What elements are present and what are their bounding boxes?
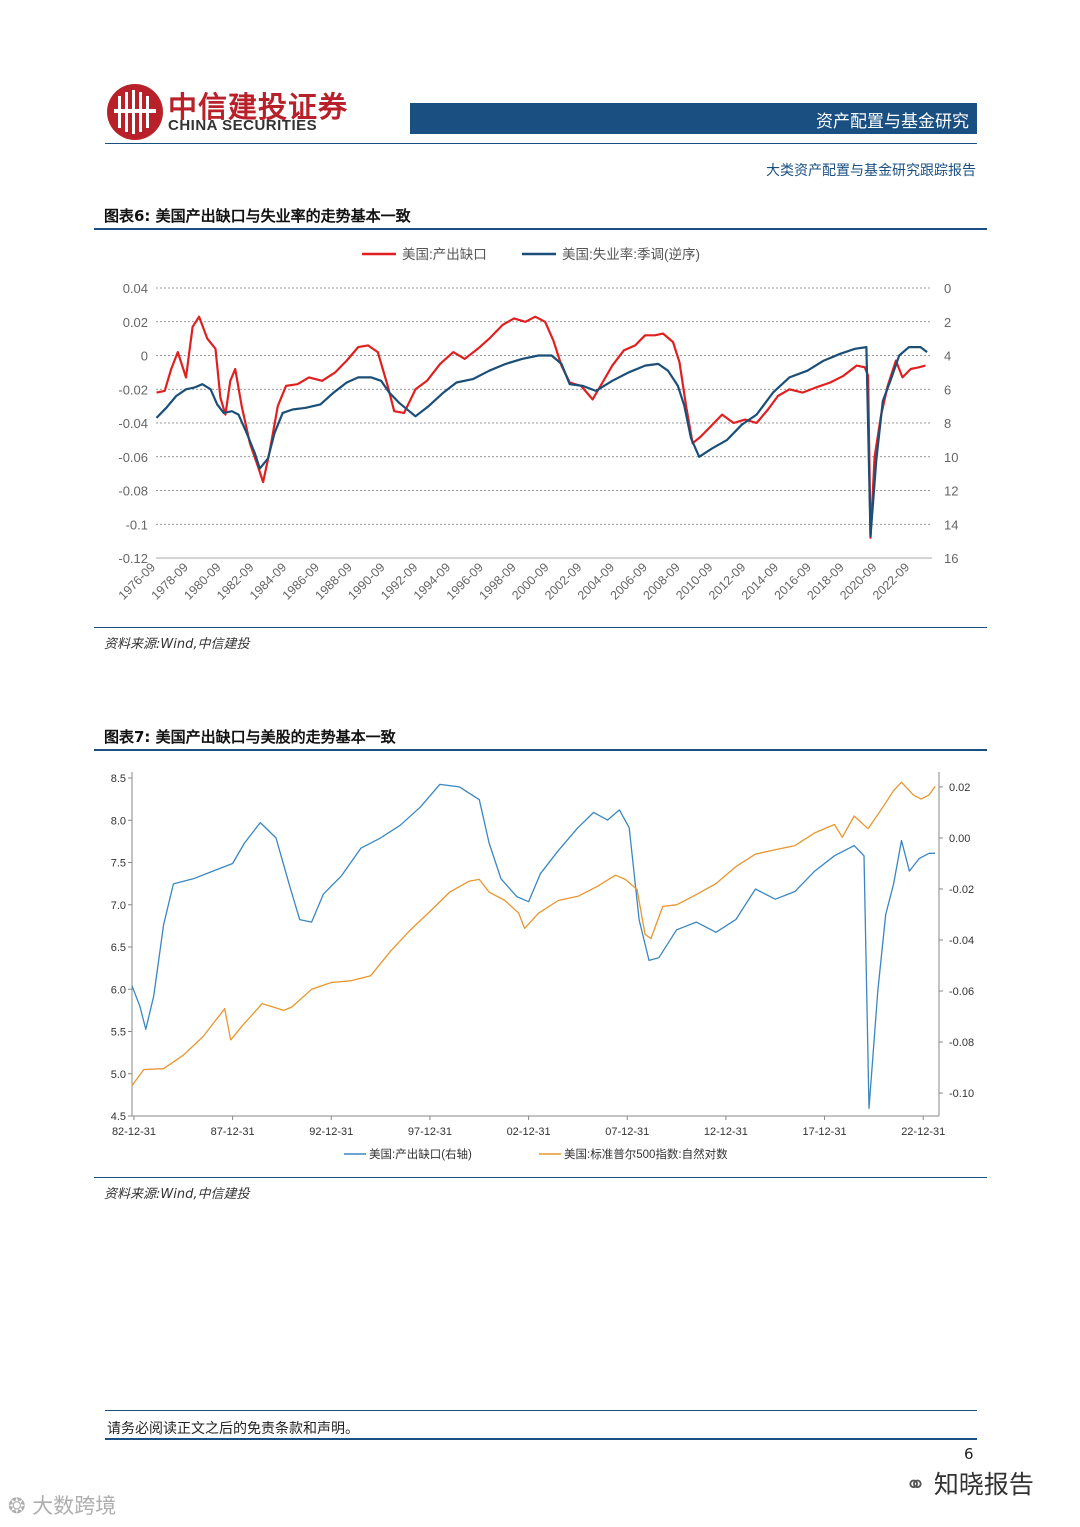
right-axis-tick-label: -0.06: [949, 986, 974, 998]
right-axis-tick-label: 12: [944, 484, 958, 499]
footer-bottom-rule: [105, 1438, 977, 1440]
right-axis-tick-label: 2: [944, 315, 951, 330]
right-axis-tick-label: 8: [944, 416, 951, 431]
left-axis-tick-label: 7.0: [111, 900, 126, 912]
right-axis-tick-label: -0.04: [949, 935, 974, 947]
watermark-right: ⚭ 知晓报告: [905, 1465, 1034, 1501]
legend-label-1: 美国:失业率:季调(逆序): [562, 246, 700, 262]
right-axis-tick-label: -0.08: [949, 1037, 974, 1049]
right-axis-tick-label: 6: [944, 382, 951, 397]
chart-output-gap-vs-sp500: 8.5 8.0 7.5 7.0 6.5 6.0 5.5 5.0 4.5 0.02 0.00 -0.02…: [111, 772, 974, 1161]
right-axis-tick-label: -0.02: [949, 884, 974, 896]
footer-top-rule: [105, 1410, 977, 1411]
left-axis-tick-label: 8.0: [111, 815, 126, 827]
x-axis-tick-label: 02-12-31: [507, 1126, 551, 1138]
x-axis-tick-label: 87-12-31: [211, 1126, 255, 1138]
watermark-logo-icon: ❂: [8, 1494, 26, 1518]
right-axis-tick-label: 14: [944, 517, 958, 532]
series-line-0: [156, 315, 926, 539]
series-line-1: [131, 781, 936, 1086]
report-title: 大类资产配置与基金研究跟踪报告: [766, 163, 976, 179]
legend-label-1: 美国:标准普尔500指数:自然对数: [564, 1147, 728, 1161]
left-axis-tick-label: -0.04: [118, 416, 148, 431]
left-axis-tick-label: 6.0: [111, 984, 126, 996]
left-axis-tick-label: -0.06: [118, 450, 148, 465]
wechat-icon: ⚭: [905, 1470, 926, 1499]
figure7-title: 图表7: 美国产出缺口与美股的走势基本一致: [104, 728, 396, 746]
legend-label-0: 美国:产出缺口: [402, 247, 487, 262]
left-axis-tick-label: -0.02: [118, 382, 148, 397]
x-axis-tick-label: 2022-09: [870, 560, 912, 602]
right-axis-tick-label: 10: [944, 450, 958, 465]
x-axis-tick-label: 07-12-31: [605, 1126, 649, 1138]
legend-label-0: 美国:产出缺口(右轴): [369, 1147, 472, 1161]
right-axis-tick-label: 0: [944, 281, 951, 296]
figure6-source: 资料来源:Wind,中信建投: [104, 637, 250, 652]
header-divider: [105, 143, 977, 144]
left-axis-tick-label: 0: [141, 349, 148, 364]
page-number: 6: [964, 1445, 974, 1463]
section-header-band: 资产配置与基金研究: [410, 103, 977, 134]
figure7-top-rule: [94, 749, 987, 751]
figure6-top-rule: [94, 228, 987, 230]
figure7-bottom-rule: [94, 1177, 987, 1178]
left-axis-tick-label: 0.02: [123, 315, 148, 330]
x-axis-tick-label: 22-12-31: [901, 1126, 945, 1138]
disclaimer-text: 请务必阅读正文之后的免责条款和声明。: [107, 1421, 359, 1437]
watermark-right-text: 知晓报告: [933, 1470, 1034, 1499]
right-axis-tick-label: 0.00: [949, 833, 970, 845]
watermark-left: ❂ 大数跨境: [8, 1490, 116, 1520]
section-title: 资产配置与基金研究: [816, 112, 969, 132]
left-axis-tick-label: 7.5: [111, 858, 126, 870]
left-axis-tick-label: 8.5: [111, 773, 126, 785]
series-line-0: [131, 783, 936, 1109]
left-axis-tick-label: -0.1: [126, 517, 148, 532]
left-axis-tick-label: -0.12: [118, 551, 148, 566]
series-line-1: [155, 345, 928, 538]
right-axis-tick-label: -0.10: [949, 1088, 974, 1100]
figure6-title: 图表6: 美国产出缺口与失业率的走势基本一致: [104, 207, 411, 225]
figure6-bottom-rule: [94, 627, 987, 628]
left-axis-tick-label: 5.0: [111, 1069, 126, 1081]
right-axis-tick-label: 16: [944, 551, 958, 566]
left-axis-tick-label: 6.5: [111, 942, 126, 954]
figure7-source: 资料来源:Wind,中信建投: [104, 1187, 250, 1202]
x-axis-tick-label: 12-12-31: [704, 1126, 748, 1138]
left-axis-tick-label: -0.08: [118, 484, 148, 499]
watermark-left-text: 大数跨境: [32, 1494, 117, 1518]
left-axis-tick-label: 0.04: [123, 281, 148, 296]
x-axis-tick-label: 97-12-31: [408, 1126, 452, 1138]
left-axis-tick-label: 4.5: [111, 1111, 126, 1123]
right-axis-tick-label: 4: [944, 349, 951, 364]
x-axis-tick-label: 17-12-31: [803, 1126, 847, 1138]
left-axis-tick-label: 5.5: [111, 1027, 126, 1039]
right-axis-tick-label: 0.02: [949, 782, 970, 794]
china-securities-logo: [107, 84, 163, 140]
chart-output-gap-vs-unemployment: 0.04 0.02 0 -0.02 -0.04 -0.06 -0.08 -0.1 -0.12 0 2…: [116, 246, 959, 603]
brand-name-cn: 中信建投证券: [168, 90, 349, 124]
brand-name-en: CHINA SECURITIES: [168, 117, 318, 134]
x-axis-tick-label: 82-12-31: [112, 1126, 156, 1138]
x-axis-tick-label: 92-12-31: [309, 1126, 353, 1138]
